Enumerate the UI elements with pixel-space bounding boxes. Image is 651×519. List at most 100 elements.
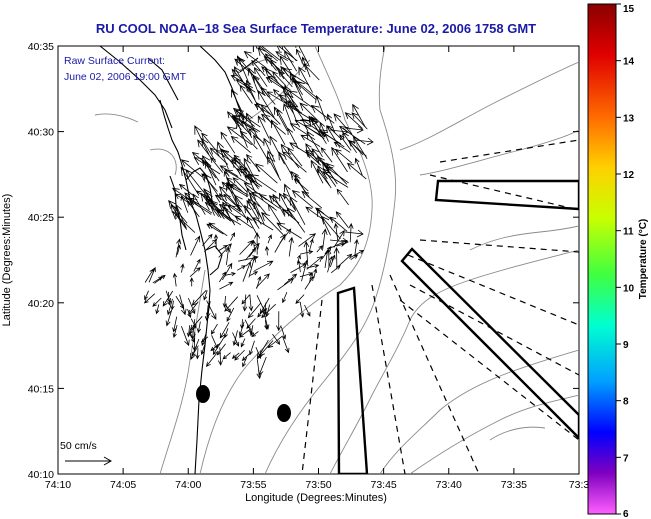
current-vector (238, 328, 252, 338)
current-vector (289, 123, 316, 141)
current-vector (270, 119, 286, 145)
current-vector (170, 300, 175, 311)
current-vector (148, 266, 156, 283)
current-vector (294, 119, 322, 136)
current-vector (232, 177, 248, 193)
scale-arrow (65, 456, 113, 466)
current-vector (208, 222, 228, 237)
current-vector (241, 294, 250, 305)
current-vector (333, 246, 340, 270)
colorbar-tick-label: 15 (623, 4, 635, 15)
current-vector (203, 188, 220, 213)
current-vector (180, 159, 203, 178)
current-vector (175, 238, 182, 258)
current-vector (219, 165, 239, 177)
x-axis: 74:10 74:05 74:00 73:55 73:50 73:45 73:40 73:35… (45, 46, 589, 491)
current-vector (178, 183, 195, 197)
current-vector (284, 84, 297, 109)
current-vector (264, 67, 284, 89)
current-vector (305, 149, 332, 170)
current-vector (313, 268, 318, 279)
current-vector (239, 130, 258, 150)
current-vector (257, 115, 270, 139)
current-vector (226, 181, 241, 212)
current-vector (280, 326, 287, 340)
current-vector (305, 143, 320, 164)
current-vector (255, 346, 262, 360)
current-vector (189, 326, 196, 335)
current-vector (162, 290, 174, 307)
current-vector (295, 48, 305, 67)
current-vector (256, 359, 262, 380)
current-vector (172, 324, 178, 338)
colorbar-tick-label: 13 (623, 113, 635, 124)
current-vector (191, 290, 207, 306)
current-vector (180, 194, 189, 213)
current-vector (180, 263, 185, 273)
current-vector (204, 201, 231, 222)
current-vector (271, 71, 287, 87)
current-vector (239, 112, 253, 138)
y-axis-label: Latitude (Degrees:Minutes) (1, 194, 13, 327)
current-vector (318, 129, 345, 148)
colorbar-tick-label: 11 (623, 227, 634, 238)
current-vector (333, 229, 345, 248)
current-vector (258, 46, 281, 61)
current-vector (218, 243, 232, 258)
scale-label: 50 cm/s (60, 440, 97, 452)
current-vector (166, 298, 173, 316)
colorbar (587, 3, 617, 515)
current-vector (354, 238, 359, 256)
current-vector (272, 333, 281, 345)
current-vector (191, 345, 199, 357)
current-vector (176, 244, 181, 255)
current-vector (243, 157, 258, 185)
current-vector (251, 239, 256, 251)
y-axis: 40:35 40:30 40:25 40:20 40:15 40:10 (28, 41, 579, 481)
current-vector (201, 138, 217, 163)
current-vector (320, 147, 333, 163)
current-vector (245, 242, 260, 261)
current-vector (222, 201, 232, 221)
current-vector (185, 169, 205, 193)
current-vector (267, 150, 280, 177)
current-vector (276, 311, 282, 332)
current-vector (263, 137, 276, 163)
map-title: RU COOL NOAA–18 Sea Surface Temperature:… (96, 21, 536, 36)
current-vector (329, 237, 349, 246)
current-vector (244, 204, 260, 229)
current-vector (296, 81, 319, 100)
y-tick-label: 40:10 (28, 469, 54, 481)
current-vector (344, 229, 364, 238)
current-vector (188, 297, 196, 315)
current-vector (267, 234, 272, 244)
current-vector (327, 255, 334, 273)
current-vector (310, 159, 324, 184)
colorbar-label: Temperature (°C) (638, 219, 649, 300)
current-vector (246, 199, 262, 225)
current-vector (317, 155, 336, 180)
current-vector (263, 302, 268, 313)
current-vector (329, 254, 336, 268)
current-vector (224, 302, 231, 314)
current-vector (206, 300, 217, 320)
current-vector (243, 175, 260, 188)
current-vector (243, 51, 266, 68)
current-vector (222, 352, 231, 360)
current-vector (249, 271, 259, 276)
y-tick-label: 40:25 (28, 212, 54, 224)
y-tick-label: 40:35 (28, 41, 54, 53)
colorbar-ticks: 15 14 13 12 11 10 9 8 7 6 (616, 3, 635, 519)
current-vector (200, 344, 206, 356)
current-vector (264, 245, 270, 256)
x-tick-label: 73:45 (370, 479, 396, 491)
current-vector (165, 308, 173, 327)
station-markers (196, 385, 291, 422)
current-vector (193, 258, 201, 272)
current-vector (242, 261, 252, 282)
current-vector (189, 316, 203, 331)
current-vector (221, 181, 236, 196)
current-vector (298, 66, 313, 93)
current-vector (304, 304, 311, 317)
x-tick-label: 74:00 (175, 479, 201, 491)
